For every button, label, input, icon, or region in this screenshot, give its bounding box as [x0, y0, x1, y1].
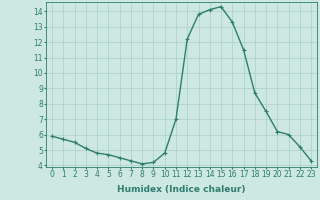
X-axis label: Humidex (Indice chaleur): Humidex (Indice chaleur) [117, 185, 246, 194]
